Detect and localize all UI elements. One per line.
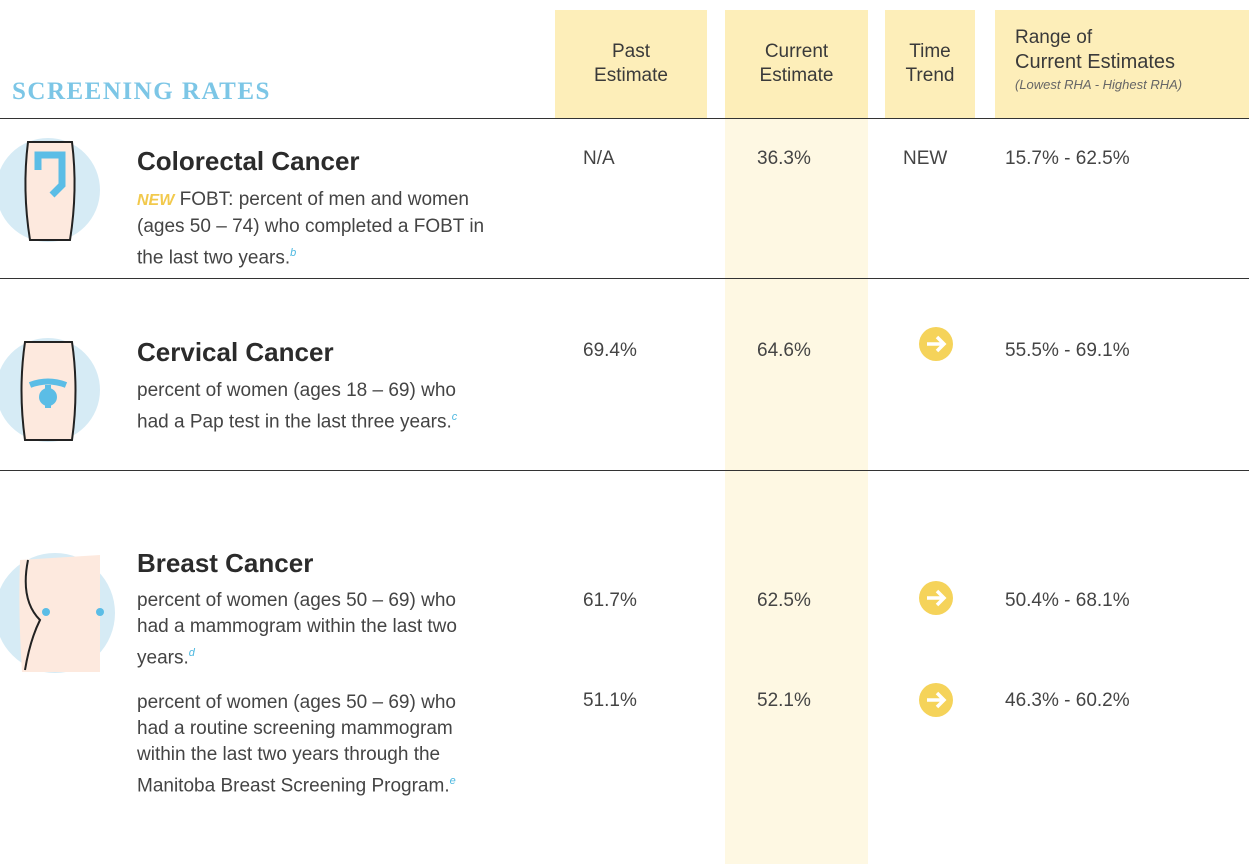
header-line: Estimate bbox=[555, 64, 707, 88]
column-header: Time Trend bbox=[885, 40, 975, 88]
past-estimate: 69.4% bbox=[583, 340, 637, 362]
header-line: Estimate bbox=[725, 64, 868, 88]
section-title: Colorectal Cancer bbox=[137, 146, 360, 177]
section-title: Breast Cancer bbox=[137, 548, 313, 579]
trend-icons bbox=[910, 320, 962, 730]
current-estimate: 52.1% bbox=[757, 690, 811, 712]
footnote: e bbox=[450, 775, 456, 787]
description-text: FOBT: percent of men and women (ages 50 … bbox=[137, 189, 484, 268]
current-estimate: 64.6% bbox=[757, 340, 811, 362]
description: percent of women (ages 18 – 69) who had … bbox=[137, 378, 467, 435]
icons bbox=[0, 0, 130, 864]
trend-arrow bbox=[919, 683, 953, 717]
header-note: (Lowest RHA - Highest RHA) bbox=[1015, 74, 1182, 96]
range: 15.7% - 62.5% bbox=[1005, 148, 1130, 170]
column-header: Range of Current Estimates (Lowest RHA -… bbox=[1015, 26, 1182, 96]
trend-arrow bbox=[919, 327, 953, 361]
time-trend: NEW bbox=[903, 148, 947, 170]
description: percent of women (ages 50 – 69) who had … bbox=[137, 588, 487, 671]
column-header: Current Estimate bbox=[725, 40, 868, 88]
header-line: Current bbox=[725, 40, 868, 64]
header-line: Past bbox=[555, 40, 707, 64]
current-estimate: 62.5% bbox=[757, 590, 811, 612]
header-line: Trend bbox=[885, 64, 975, 88]
current-column-bg bbox=[725, 118, 868, 864]
header-line: Time bbox=[885, 40, 975, 64]
past-estimate: 51.1% bbox=[583, 690, 637, 712]
rule bbox=[0, 470, 1249, 471]
rule bbox=[0, 118, 1249, 119]
footnote: b bbox=[290, 247, 296, 259]
footnote: d bbox=[189, 647, 195, 659]
description: percent of women (ages 50 – 69) who had … bbox=[137, 690, 492, 799]
header-line: Current Estimates bbox=[1015, 50, 1182, 74]
page: SCREENING RATES Past Estimate Current Es… bbox=[0, 0, 1249, 864]
range: 50.4% - 68.1% bbox=[1005, 590, 1130, 612]
description-text: percent of women (ages 18 – 69) who had … bbox=[137, 380, 456, 432]
past-estimate: N/A bbox=[583, 148, 615, 170]
section-title: Cervical Cancer bbox=[137, 337, 334, 368]
description: NEW FOBT: percent of men and women (ages… bbox=[137, 187, 487, 271]
range: 55.5% - 69.1% bbox=[1005, 340, 1130, 362]
footnote: c bbox=[452, 411, 458, 423]
new-flag: NEW bbox=[137, 192, 174, 209]
column-header: Past Estimate bbox=[555, 40, 707, 88]
current-estimate: 36.3% bbox=[757, 148, 811, 170]
range: 46.3% - 60.2% bbox=[1005, 690, 1130, 712]
rule bbox=[0, 278, 1249, 279]
description-text: percent of women (ages 50 – 69) who had … bbox=[137, 692, 456, 796]
description-text: percent of women (ages 50 – 69) who had … bbox=[137, 590, 457, 668]
header-line: Range of bbox=[1015, 26, 1182, 50]
past-estimate: 61.7% bbox=[583, 590, 637, 612]
trend-arrow bbox=[919, 581, 953, 615]
